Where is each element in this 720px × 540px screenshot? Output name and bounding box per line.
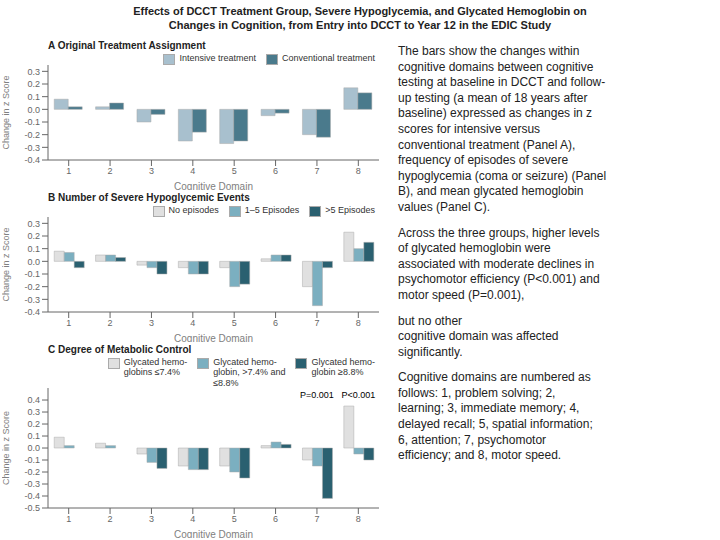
svg-text:0.2: 0.2 (27, 79, 40, 89)
svg-text:0.1: 0.1 (27, 431, 40, 441)
svg-text:5: 5 (232, 514, 237, 524)
svg-text:-0.1: -0.1 (24, 117, 40, 127)
svg-text:8: 8 (356, 514, 361, 524)
svg-text:-0.3: -0.3 (24, 479, 40, 489)
svg-text:Change in z Score: Change in z Score (8, 227, 11, 301)
svg-text:P<0.001: P<0.001 (341, 390, 375, 400)
svg-text:1: 1 (66, 514, 71, 524)
svg-text:4: 4 (190, 166, 195, 176)
html-text:No episodes: No episodes (168, 205, 219, 215)
svg-text:6: 6 (273, 166, 278, 176)
html-text:Glycated hemo- globin ≥8.8%: Glycated hemo- globin ≥8.8% (311, 357, 375, 378)
svg-text:2: 2 (108, 166, 113, 176)
html-text:1–5 Episodes: 1–5 Episodes (244, 205, 300, 215)
svg-text:-0.2: -0.2 (24, 130, 40, 140)
svg-text:3: 3 (149, 166, 154, 176)
svg-text:-0.2: -0.2 (24, 467, 40, 477)
svg-text:1: 1 (66, 318, 71, 328)
svg-text:0.2: 0.2 (27, 231, 40, 241)
svg-text:1: 1 (66, 166, 71, 176)
html-text:Glycated hemo- globins ≤7.4%: Glycated hemo- globins ≤7.4% (123, 357, 188, 378)
svg-text:-0.5: -0.5 (24, 503, 40, 513)
html-text:Intensive treatment: Intensive treatment (179, 53, 256, 63)
svg-text:Cognitive Domain: Cognitive Domain (174, 181, 253, 190)
html-text:A Original Treatment Assignmen: A Original Treatment Assignment (48, 40, 206, 51)
html-text:Cognitive domains are numbered: Cognitive domains are numbered as follow… (398, 370, 593, 463)
svg-text:5: 5 (232, 166, 237, 176)
svg-text:0.2: 0.2 (27, 419, 40, 429)
html-text:Across the three groups, highe: Across the three groups, higher levels o… (398, 225, 600, 302)
svg-text:0.1: 0.1 (27, 92, 40, 102)
html-text:C Degree of Metabolic Control: C Degree of Metabolic Control (48, 344, 192, 355)
svg-text:3: 3 (149, 514, 154, 524)
svg-text:8: 8 (356, 318, 361, 328)
svg-text:6: 6 (273, 318, 278, 328)
svg-text:0.3: 0.3 (27, 407, 40, 417)
svg-text:0.0: 0.0 (27, 105, 40, 115)
svg-text:-0.1: -0.1 (24, 455, 40, 465)
svg-text:P=0.001: P=0.001 (300, 390, 334, 400)
svg-text:Cognitive Domain: Cognitive Domain (174, 333, 253, 342)
svg-text:Change in z Score: Change in z Score (8, 411, 11, 485)
svg-text:0.1: 0.1 (27, 244, 40, 254)
html-text:B Number of Severe Hypoglycemi: B Number of Severe Hypoglycemic Events (48, 192, 250, 203)
svg-text:0.3: 0.3 (27, 219, 40, 229)
svg-text:2: 2 (108, 514, 113, 524)
svg-text:0.0: 0.0 (27, 443, 40, 453)
svg-text:0.3: 0.3 (27, 67, 40, 77)
svg-text:-0.4: -0.4 (24, 307, 40, 317)
svg-text:6: 6 (273, 514, 278, 524)
svg-text:-0.4: -0.4 (24, 155, 40, 165)
svg-text:7: 7 (314, 514, 319, 524)
html-text:>5 Episodes: >5 Episodes (325, 205, 375, 215)
html-text:Glycated hemo- globin, >7.4% a: Glycated hemo- globin, >7.4% and ≤8.8% (213, 357, 286, 388)
svg-text:7: 7 (314, 318, 319, 328)
svg-text:3: 3 (149, 318, 154, 328)
svg-text:-0.3: -0.3 (24, 143, 40, 153)
svg-text:-0.2: -0.2 (24, 282, 40, 292)
svg-text:8: 8 (356, 166, 361, 176)
svg-text:Cognitive Domain: Cognitive Domain (174, 529, 253, 538)
html-text:but no other cognitive domain: but no other cognitive domain was affect… (398, 313, 559, 359)
html-text:Changes in Cognition, from Ent: Changes in Cognition, from Entry into DC… (168, 19, 552, 31)
svg-text:4: 4 (190, 318, 195, 328)
svg-text:-0.1: -0.1 (24, 269, 40, 279)
svg-text:-0.3: -0.3 (24, 295, 40, 305)
html-text:The bars show the changes with: The bars show the changes within cogniti… (398, 44, 607, 214)
svg-text:0.4: 0.4 (27, 395, 40, 405)
svg-text:4: 4 (190, 514, 195, 524)
svg-text:-0.4: -0.4 (24, 491, 40, 501)
html-text:Conventional treatment: Conventional treatment (281, 53, 375, 63)
svg-text:2: 2 (108, 318, 113, 328)
svg-text:Change in z Score: Change in z Score (8, 75, 11, 149)
svg-text:0.0: 0.0 (27, 257, 40, 267)
html-text:Effects of DCCT Treatment Grou: Effects of DCCT Treatment Group, Severe … (133, 5, 587, 17)
svg-text:5: 5 (232, 318, 237, 328)
svg-text:7: 7 (314, 166, 319, 176)
